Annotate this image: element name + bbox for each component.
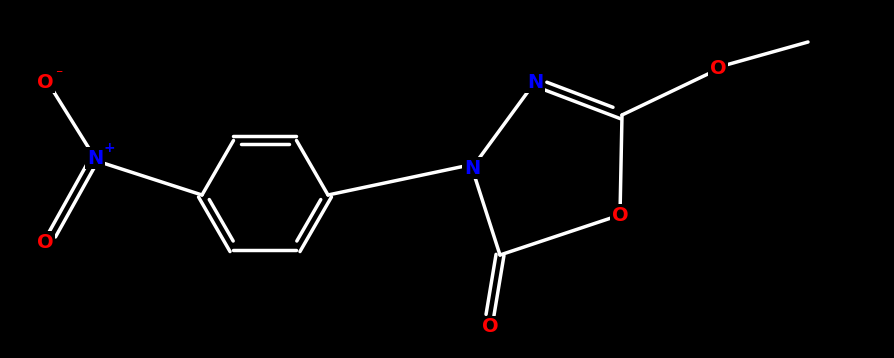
Text: N: N <box>527 73 543 92</box>
Text: O: O <box>709 58 726 77</box>
Text: O: O <box>37 232 54 252</box>
Text: ⁻: ⁻ <box>55 67 63 81</box>
Text: +: + <box>103 141 114 155</box>
Text: N: N <box>463 159 479 178</box>
Text: O: O <box>481 318 498 337</box>
Text: O: O <box>611 205 628 224</box>
Text: N: N <box>87 149 103 168</box>
Text: O: O <box>37 73 54 92</box>
